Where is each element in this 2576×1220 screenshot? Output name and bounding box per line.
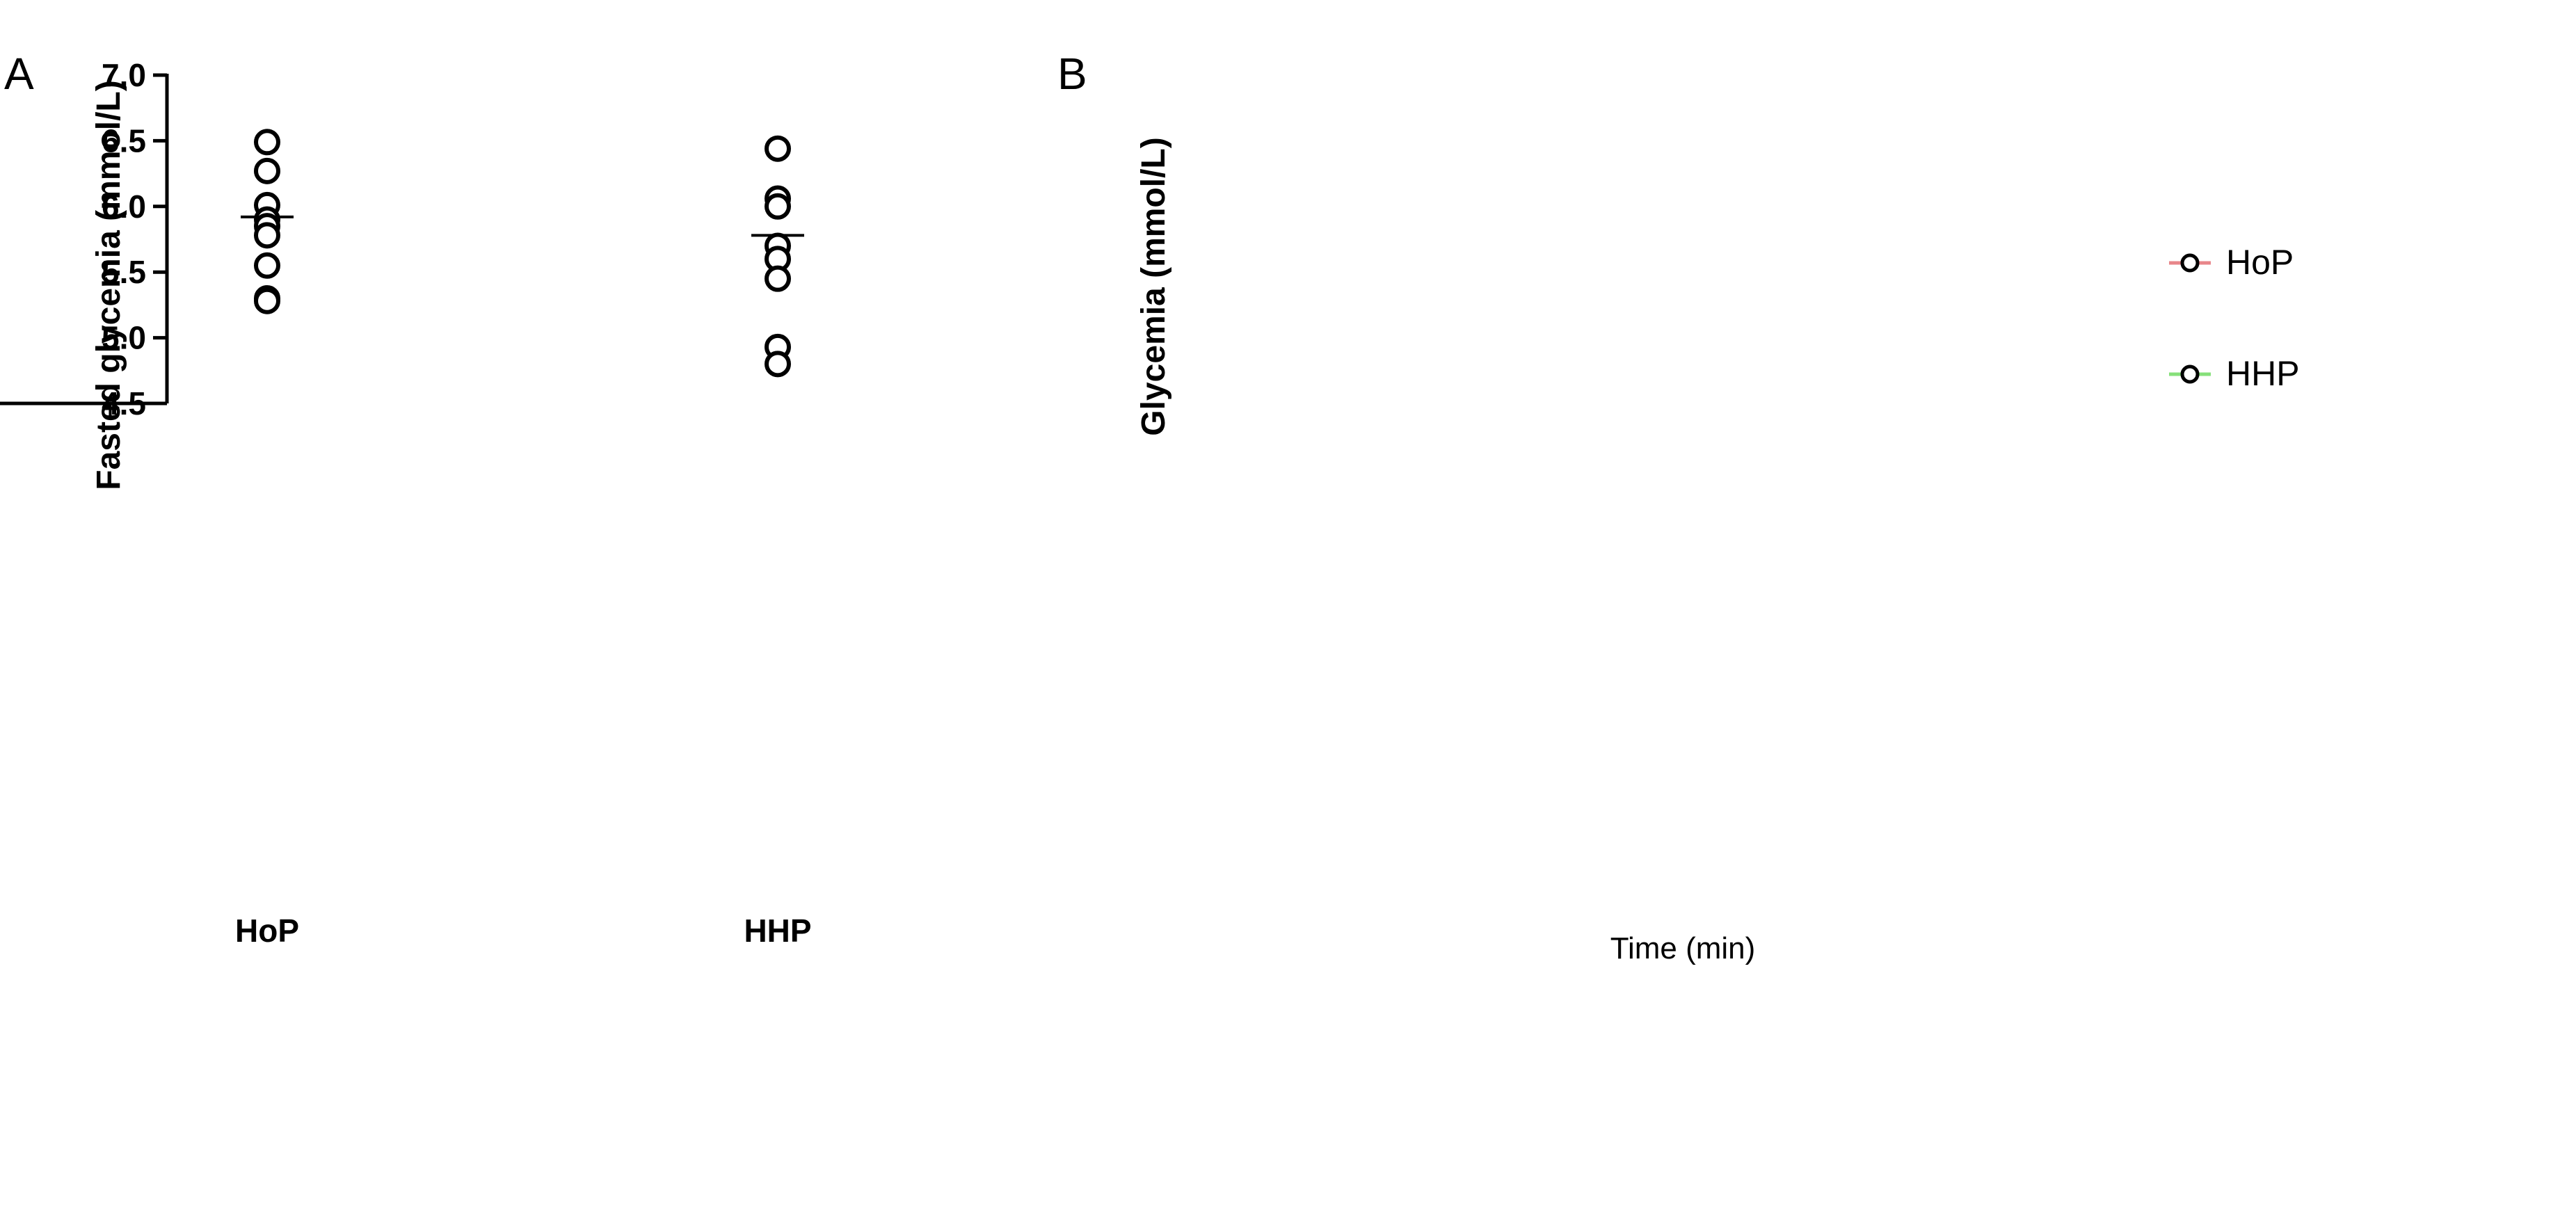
panel-b-xlabel: Time (min) <box>1610 931 1756 965</box>
legend-hop-marker <box>2180 253 2200 273</box>
panel-letter-b: B <box>1057 49 1087 99</box>
data-point <box>254 287 280 314</box>
data-point <box>765 351 791 378</box>
data-point <box>254 129 280 156</box>
y-tick-label: 5.0 <box>102 320 146 356</box>
legend-hop-label: HoP <box>2226 243 2294 282</box>
y-tick-label: 7.0 <box>102 57 146 93</box>
panel-a-chart: 4.55.05.56.06.57.0 Fasted glycemia (mmol… <box>0 57 812 949</box>
y-tick-label: 6.0 <box>102 188 146 225</box>
panel-b-chart: Glycemia (mmol/L) Time (min) HoP HHP <box>1135 137 2300 965</box>
panel-letter-a: A <box>4 49 34 99</box>
panel-a-ylabel: Fasted glycemia (mmol/L) <box>90 80 127 490</box>
legend-hhp-label: HHP <box>2226 354 2300 393</box>
data-point <box>254 252 280 279</box>
panel-a-xtick-hop: HoP <box>235 913 299 949</box>
data-point <box>254 157 280 184</box>
panel-b-ylabel: Glycemia (mmol/L) <box>1135 137 1172 435</box>
panel-b-legend: HoP HHP <box>2169 243 2300 393</box>
panel-a-xtick-hhp: HHP <box>744 913 811 949</box>
legend-hhp-marker <box>2180 364 2200 384</box>
data-point <box>765 193 791 220</box>
data-point <box>254 222 280 249</box>
y-tick-label: 6.5 <box>102 122 146 159</box>
y-tick-label: 5.5 <box>102 254 146 290</box>
data-point <box>765 135 791 162</box>
data-point <box>765 265 791 292</box>
